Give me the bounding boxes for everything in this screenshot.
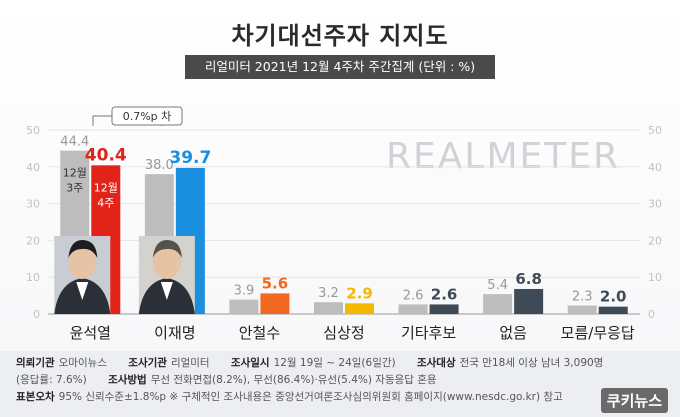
- bar-prev: [567, 305, 597, 314]
- gap-label: 0.7%p 차: [123, 110, 172, 123]
- bar-curr: [260, 293, 290, 314]
- bar-prev: [483, 294, 513, 314]
- bar-prev: [314, 302, 343, 314]
- footer-row-3: 표본오차 95% 신뢰수준±1.8%p ※ 구체적인 조사내용은 중앙선거여론조사…: [16, 389, 581, 405]
- data-label-prev: 2.3: [572, 290, 593, 305]
- bar-prev: [229, 299, 259, 314]
- data-label-curr: 5.6: [262, 274, 289, 292]
- portrait-collar: [76, 282, 89, 300]
- portrait-collar: [160, 282, 173, 300]
- series-label-curr: 4주: [97, 196, 114, 209]
- y-tick-label-right: 0: [648, 308, 655, 321]
- y-tick-label-left: 10: [26, 271, 40, 284]
- data-label-curr: 2.9: [346, 284, 373, 302]
- bar-curr: [345, 303, 374, 314]
- data-label-prev: 5.4: [487, 278, 508, 293]
- data-label-curr: 40.4: [85, 145, 127, 165]
- data-label-curr: 39.7: [169, 148, 211, 168]
- portrait-face: [152, 245, 181, 279]
- category-label: 모름/무응답: [561, 324, 635, 342]
- category-label: 이재명: [154, 324, 195, 342]
- data-label-curr: 6.8: [515, 270, 542, 288]
- footer-val-agency: 리얼미터: [170, 357, 210, 369]
- y-axis-left: 0 10 20 30 40 50: [26, 124, 40, 321]
- gap-label-box: [111, 106, 183, 126]
- category-label: 안철수: [239, 324, 280, 342]
- footer-val-target: 전국 만18세 이상 남녀 3,090명: [459, 357, 604, 369]
- portrait-lee-icon: [138, 236, 195, 314]
- footer-row-1: 의뢰기관 오마이뉴스 조사기관 리얼미터 조사일시 12월 19일 ~ 24일(6일간…: [16, 355, 621, 371]
- footer-val-error: 95% 신뢰수준±1.8%p ※ 구체적인 조사내용은 중앙선거여론조사심의위원…: [58, 391, 563, 403]
- data-label-prev: 2.6: [403, 288, 424, 303]
- footer-key-target: 조사대상: [416, 357, 456, 369]
- footer-val-date: 12월 19일 ~ 24일(6일간): [273, 357, 396, 369]
- series-label-prev: 3주: [66, 182, 83, 195]
- watermark-text: REALMETER: [386, 136, 620, 177]
- gap-annotation: 0.7%p 차: [92, 106, 183, 126]
- footer-key-method: 조사방법: [108, 374, 147, 386]
- footer-key-date: 조사일시: [230, 357, 270, 369]
- chart-subtitle: 리얼미터 2021년 12월 4주차 주간집계 (단위 : %): [185, 55, 495, 79]
- series-label-prev: 12월: [63, 167, 87, 180]
- footer-val-method: 무선 전화면접(8.2%), 무선(86.4%)·유선(5.4%) 자동응답 혼…: [150, 374, 437, 386]
- publisher-logo: 쿠키뉴스: [600, 388, 668, 413]
- footer-row-2: (응답률: 7.6%) 조사방법 무선 전화면접(8.2%), 무선(86.4%)…: [16, 372, 455, 388]
- bar-curr: [429, 304, 459, 314]
- candidate-portraits: [54, 236, 195, 314]
- y-tick-label-right: 20: [648, 234, 662, 247]
- footer-key-agency: 조사기관: [128, 357, 167, 369]
- y-tick-label-left: 50: [26, 124, 40, 137]
- footer-response-rate: (응답률: 7.6%): [16, 374, 87, 386]
- series-label-curr: 12월: [94, 181, 118, 194]
- portrait-face: [68, 245, 97, 279]
- category-label: 기타후보: [401, 324, 456, 342]
- bar-curr: [598, 306, 628, 314]
- portrait-hair: [68, 240, 98, 258]
- data-label-prev: 38.0: [145, 158, 174, 173]
- y-tick-label-left: 40: [26, 161, 40, 174]
- y-axis-right: 0 10 20 30 40 50: [648, 124, 662, 321]
- y-tick-label-right: 30: [648, 198, 662, 211]
- chart-title: 차기대선주자 지지도: [231, 22, 449, 50]
- portrait-yoon-icon: [54, 236, 111, 314]
- y-tick-label-left: 30: [26, 198, 40, 211]
- portrait-hair: [152, 240, 182, 258]
- y-tick-label-left: 0: [33, 308, 40, 321]
- category-label: 심상정: [323, 324, 364, 342]
- y-tick-label-right: 50: [648, 124, 662, 137]
- category-label: 윤석열: [70, 324, 111, 342]
- y-tick-label-left: 20: [26, 234, 40, 247]
- data-label-prev: 3.2: [318, 286, 339, 301]
- y-tick-label-right: 40: [648, 161, 662, 174]
- footer-key-error: 표본오차: [16, 391, 55, 403]
- data-label-curr: 2.6: [431, 285, 458, 303]
- category-label: 없음: [499, 324, 527, 342]
- y-tick-label-right: 10: [648, 271, 662, 284]
- data-label-prev: 44.4: [60, 135, 89, 150]
- data-label-prev: 3.9: [234, 284, 255, 299]
- bar-prev: [398, 304, 428, 314]
- data-label-curr: 2.0: [600, 288, 627, 306]
- footer-val-client: 오마이뉴스: [58, 357, 107, 369]
- footer-key-client: 의뢰기관: [16, 357, 55, 369]
- bar-curr: [514, 288, 544, 314]
- footer: 의뢰기관 오마이뉴스 조사기관 리얼미터 조사일시 12월 19일 ~ 24일(6일간…: [0, 351, 680, 417]
